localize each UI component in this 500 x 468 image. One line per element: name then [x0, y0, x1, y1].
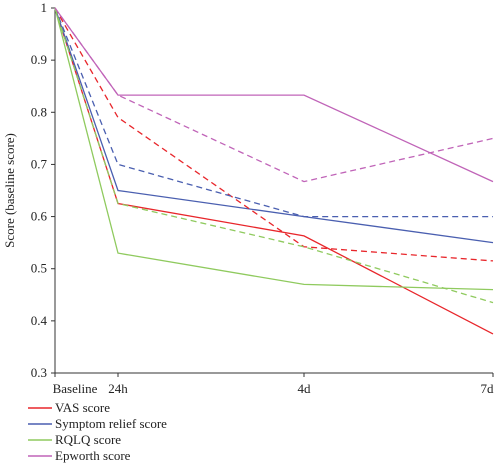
- legend-label: Epworth score: [55, 448, 131, 463]
- y-axis-label: Score (baseline score): [2, 133, 17, 248]
- series-layer: [54, 7, 494, 335]
- y-tick-label: 0.7: [31, 156, 48, 171]
- y-tick-label: 0.5: [31, 261, 47, 276]
- legend-label: VAS score: [55, 400, 110, 415]
- x-tick-label: 7d: [481, 381, 495, 396]
- x-tick-label: Baseline: [53, 381, 98, 396]
- legend-label: Symptom relief score: [55, 416, 167, 431]
- series-line-solid: [54, 7, 494, 244]
- series-line-dashed: [54, 7, 493, 218]
- y-tick-label: 0.8: [31, 104, 47, 119]
- y-tick-label: 0.4: [31, 313, 48, 328]
- y-tick-label: 1: [41, 0, 48, 15]
- series-line-solid: [54, 7, 494, 335]
- axes: 0.3 0.4 0.5 0.6 0.7 0.8 0.9 1 Baseline 24h 4d 7d Sco…: [2, 0, 494, 396]
- x-tick-label: 4d: [298, 381, 312, 396]
- series-line-dashed: [54, 7, 494, 183]
- series-line-solid: [54, 7, 494, 291]
- y-tick-label: 0.3: [31, 365, 47, 380]
- series-line-dashed: [54, 7, 494, 304]
- legend-label: RQLQ score: [55, 432, 121, 447]
- y-tick-label: 0.9: [31, 52, 47, 67]
- x-tick-label: 24h: [108, 381, 128, 396]
- y-tick-label: 0.6: [31, 209, 48, 224]
- series-line-solid: [54, 7, 494, 183]
- series-line-dashed: [54, 7, 494, 262]
